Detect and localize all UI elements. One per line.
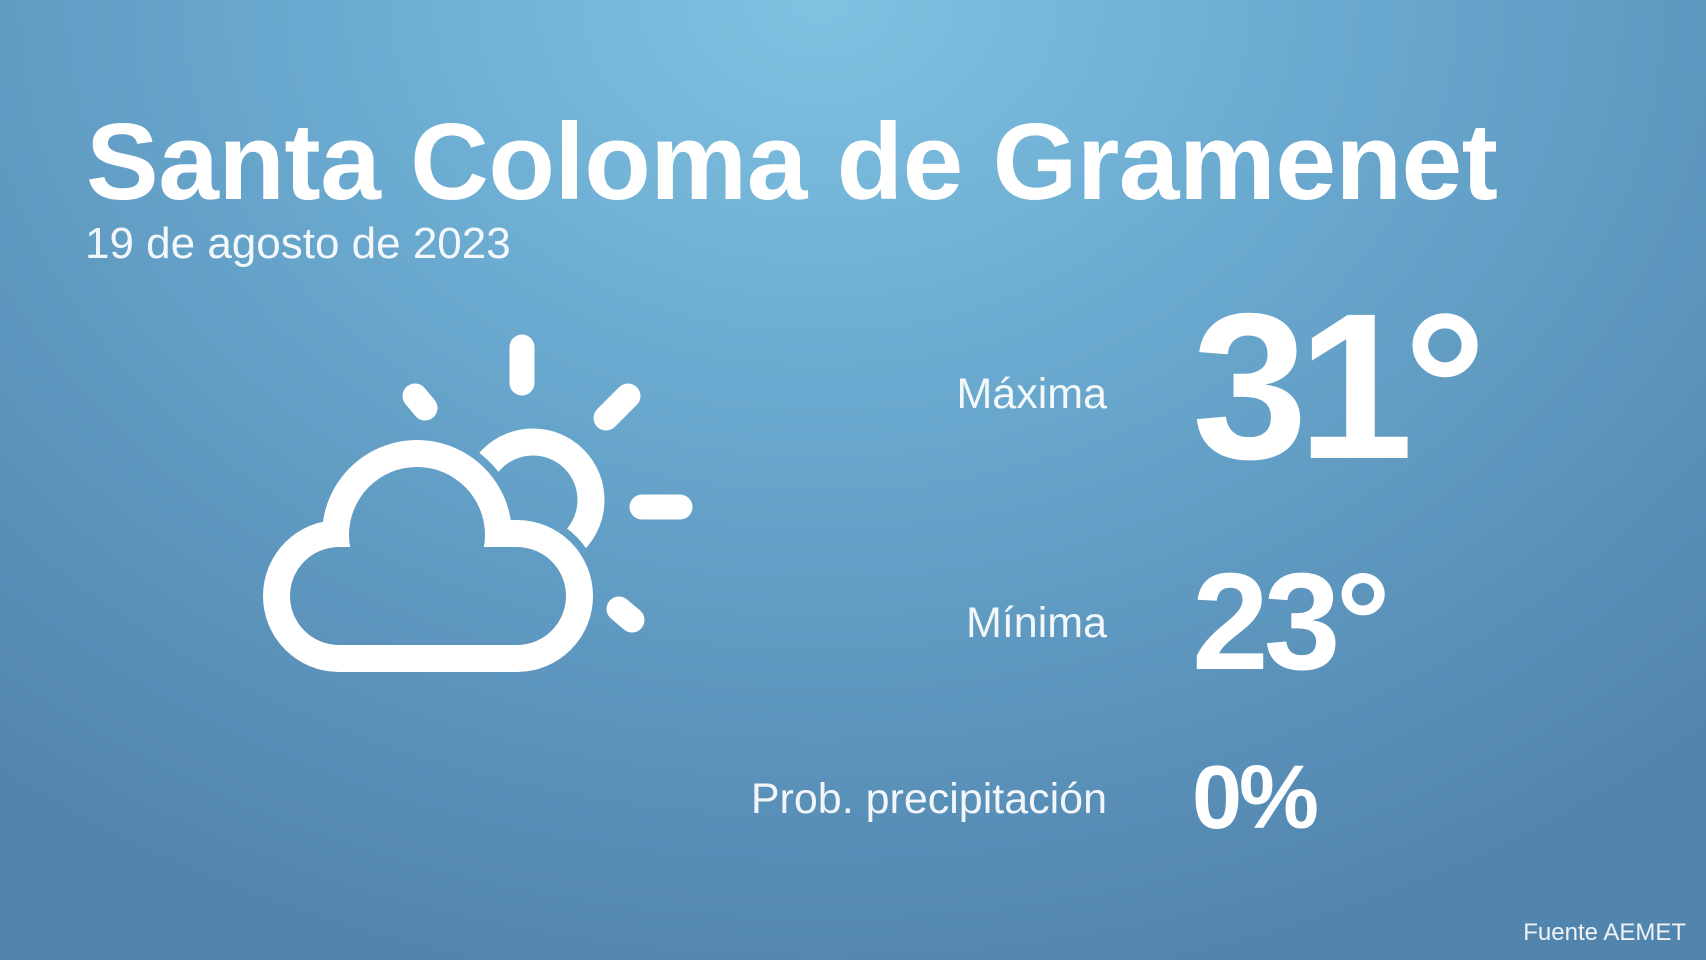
partly-cloudy-icon (250, 320, 710, 690)
min-label: Mínima (966, 599, 1107, 647)
precip-probability: 0% (1192, 748, 1319, 848)
max-label: Máxima (956, 370, 1107, 418)
cloud-icon (250, 320, 710, 690)
max-temperature: 31° (1192, 271, 1487, 503)
forecast-date: 19 de agosto de 2023 (85, 219, 511, 268)
precip-label: Prob. precipitación (750, 775, 1107, 823)
source-credit: Fuente AEMET (1523, 919, 1686, 946)
city-title: Santa Coloma de Gramenet (86, 101, 1498, 223)
min-temperature: 23° (1192, 545, 1391, 699)
